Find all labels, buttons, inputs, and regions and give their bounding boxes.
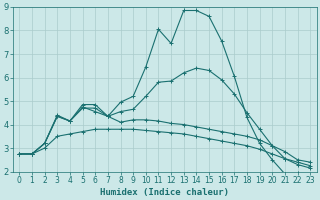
- X-axis label: Humidex (Indice chaleur): Humidex (Indice chaleur): [100, 188, 229, 197]
